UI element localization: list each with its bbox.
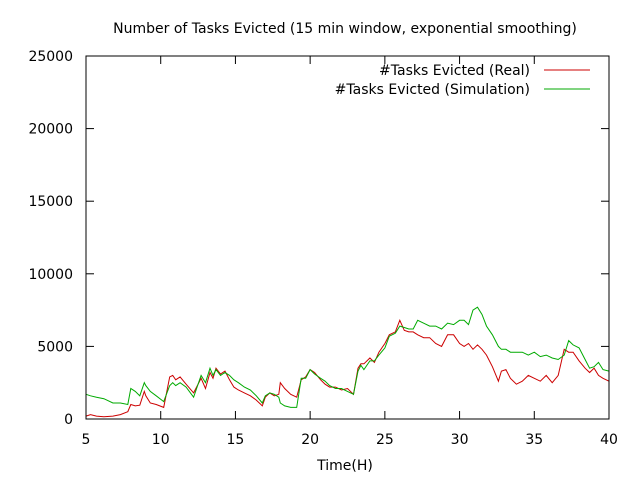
- x-tick-label: 40: [600, 432, 618, 448]
- legend-label-simulation: #Tasks Evicted (Simulation): [335, 82, 530, 98]
- chart-title: Number of Tasks Evicted (15 min window, …: [113, 21, 577, 37]
- x-tick-label: 5: [82, 432, 91, 448]
- x-axis-label: Time(H): [316, 458, 373, 474]
- ticks-layer: 5 10 15 20 25 30 35 40 0 5000 10000 15000 20000 25000: [28, 49, 617, 448]
- x-tick-label: 25: [376, 432, 394, 448]
- y-tick-label: 10000: [28, 267, 73, 283]
- x-tick-label: 30: [451, 432, 469, 448]
- x-tick-label: 35: [525, 432, 543, 448]
- legend: #Tasks Evicted (Real) #Tasks Evicted (Si…: [335, 63, 590, 98]
- legend-label-real: #Tasks Evicted (Real): [379, 63, 530, 79]
- series-layer: [85, 306, 610, 418]
- y-tick-label: 0: [64, 412, 73, 428]
- y-tick-label: 20000: [28, 122, 73, 138]
- x-tick-label: 10: [152, 432, 170, 448]
- y-tick-label: 15000: [28, 194, 73, 210]
- series-line-real: [85, 318, 610, 418]
- x-tick-label: 20: [301, 432, 319, 448]
- y-tick-label: 5000: [37, 339, 73, 355]
- y-tick-label: 25000: [28, 49, 73, 65]
- plot-frame: [85, 55, 610, 420]
- series-line-simulation: [85, 306, 610, 408]
- x-tick-label: 15: [227, 432, 245, 448]
